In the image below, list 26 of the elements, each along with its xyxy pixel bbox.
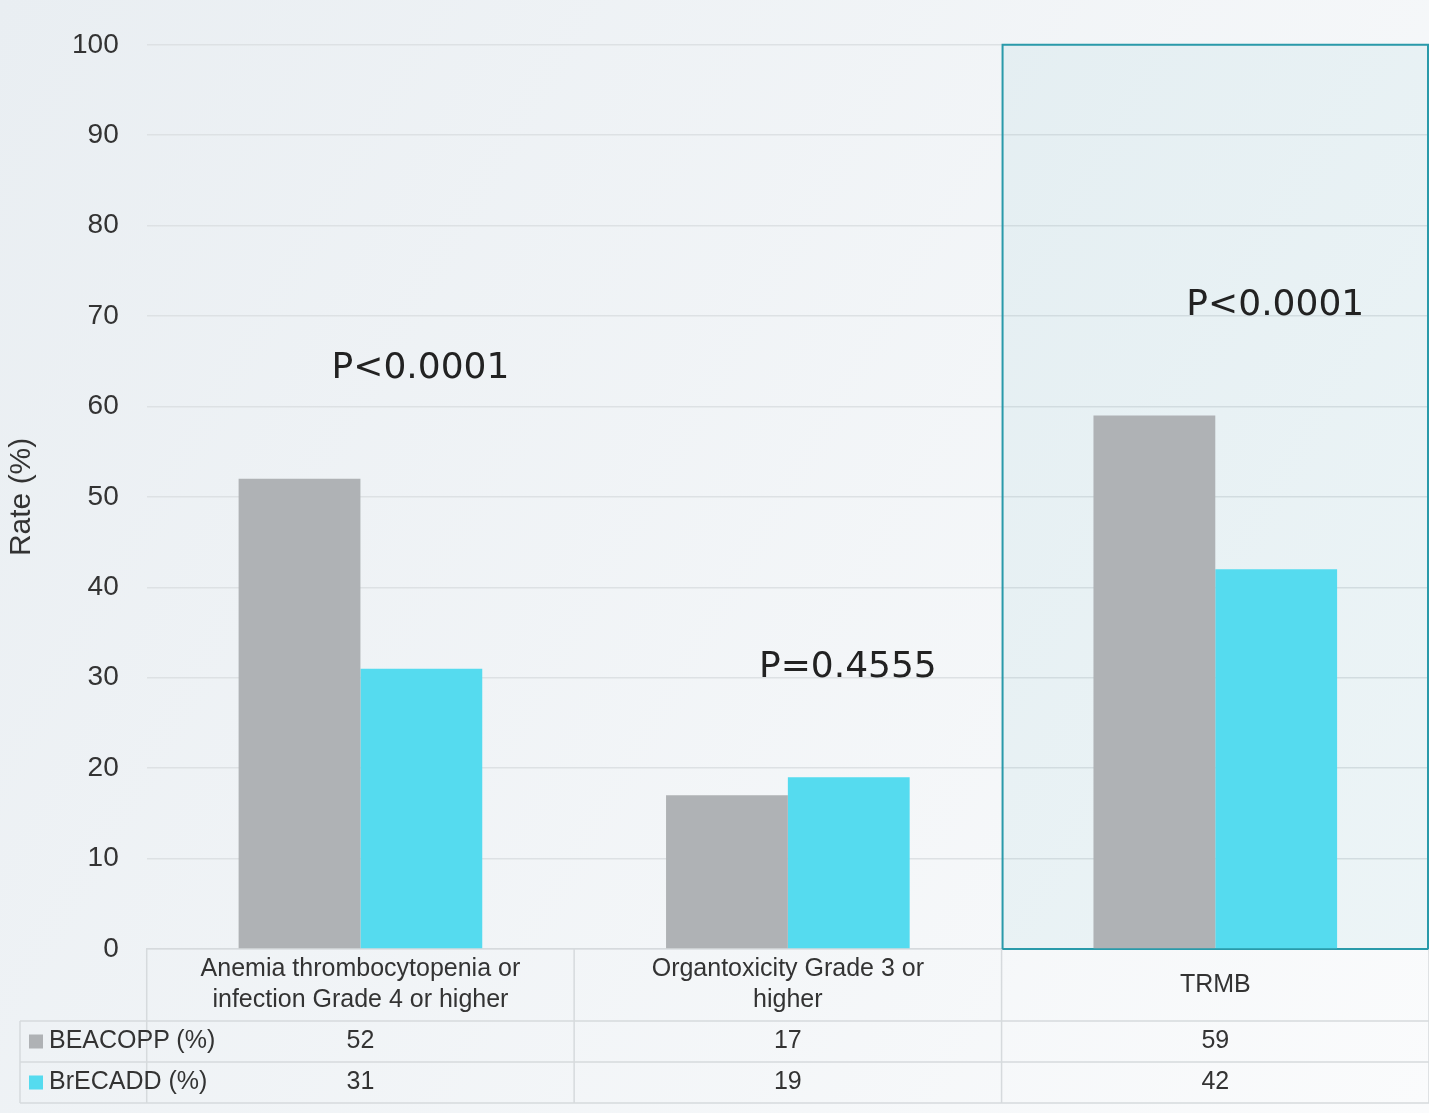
x-tick-label: Organtoxicity Grade 3 or higher — [651, 953, 925, 1013]
data-label: 19 — [773, 1066, 802, 1095]
y-tick-label: 20 — [87, 750, 119, 782]
y-tick-label: 40 — [87, 570, 119, 602]
y-tick-label: 80 — [87, 208, 119, 240]
annotation: P<0.0001 — [1186, 281, 1365, 323]
y-tick-label: 60 — [87, 389, 119, 421]
x-tick-label: Anemia thrombocytopenia or infection Grade 4 or higher — [200, 953, 521, 1013]
y-tick-label: 100 — [72, 27, 119, 59]
legend-label: BEACOPP (%) — [49, 1025, 216, 1054]
y-tick-label: 10 — [87, 841, 119, 873]
y-tick-label: 0 — [103, 931, 119, 963]
y-tick-label: 70 — [87, 298, 119, 330]
data-label: 52 — [346, 1025, 375, 1054]
annotation: P<0.0001 — [331, 345, 510, 387]
data-label: 59 — [1201, 1025, 1230, 1054]
data-label: 31 — [346, 1066, 375, 1095]
x-tick-label: TRMB — [1179, 968, 1251, 997]
y-tick-label: 50 — [87, 479, 119, 511]
legend-label: BrECADD (%) — [49, 1066, 208, 1095]
y-axis-title: Rate (%) — [3, 437, 37, 557]
annotation: P=0.4555 — [758, 643, 937, 685]
data-label: 42 — [1201, 1066, 1230, 1095]
data-label: 17 — [773, 1025, 802, 1054]
y-tick-label: 30 — [87, 660, 119, 692]
y-tick-label: 90 — [87, 117, 119, 149]
